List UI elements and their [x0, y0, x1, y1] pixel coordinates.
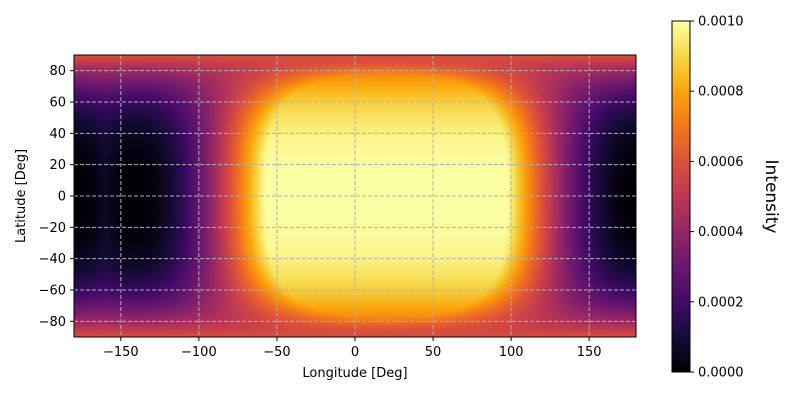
x-axis-ticks: −150 −100 −50 0 50 100 150 — [103, 337, 602, 360]
x-tick-label: 0 — [351, 345, 359, 360]
x-tick-label: 50 — [425, 345, 442, 360]
y-tick-label: 0 — [58, 190, 66, 205]
y-tick-label: 40 — [49, 127, 66, 142]
y-tick-label: 20 — [49, 158, 66, 173]
colorbar-tick-label: 0.0002 — [698, 295, 744, 310]
y-tick-label: 60 — [49, 96, 66, 111]
grid-lines — [74, 55, 636, 337]
colorbar-ticks: 0.0000 0.0002 0.0004 0.0006 0.0008 0.0010 — [690, 15, 744, 381]
x-tick-label: −50 — [263, 345, 290, 360]
x-axis-label: Longitude [Deg] — [302, 366, 407, 381]
y-tick-label: 80 — [49, 64, 66, 79]
colorbar-tick-label: 0.0006 — [698, 155, 744, 170]
x-tick-label: 100 — [499, 345, 524, 360]
colorbar-tick-label: 0.0004 — [698, 225, 744, 240]
y-axis-label: Latitude [Deg] — [14, 149, 29, 243]
colorbar — [671, 20, 691, 373]
x-tick-label: −100 — [181, 345, 217, 360]
colorbar-tick-label: 0.0008 — [698, 85, 744, 100]
colorbar-tick-label: 0.0000 — [698, 366, 744, 381]
y-tick-label: −20 — [39, 221, 66, 236]
x-tick-label: 150 — [577, 345, 602, 360]
y-tick-label: −80 — [39, 315, 66, 330]
colorbar-label: Intensity — [761, 160, 781, 234]
x-tick-label: −150 — [103, 345, 139, 360]
y-tick-label: −40 — [39, 252, 66, 267]
colorbar-tick-label: 0.0010 — [698, 15, 744, 30]
y-axis-ticks: −80 −60 −40 −20 0 20 40 60 80 — [39, 64, 74, 330]
y-tick-label: −60 — [39, 284, 66, 299]
